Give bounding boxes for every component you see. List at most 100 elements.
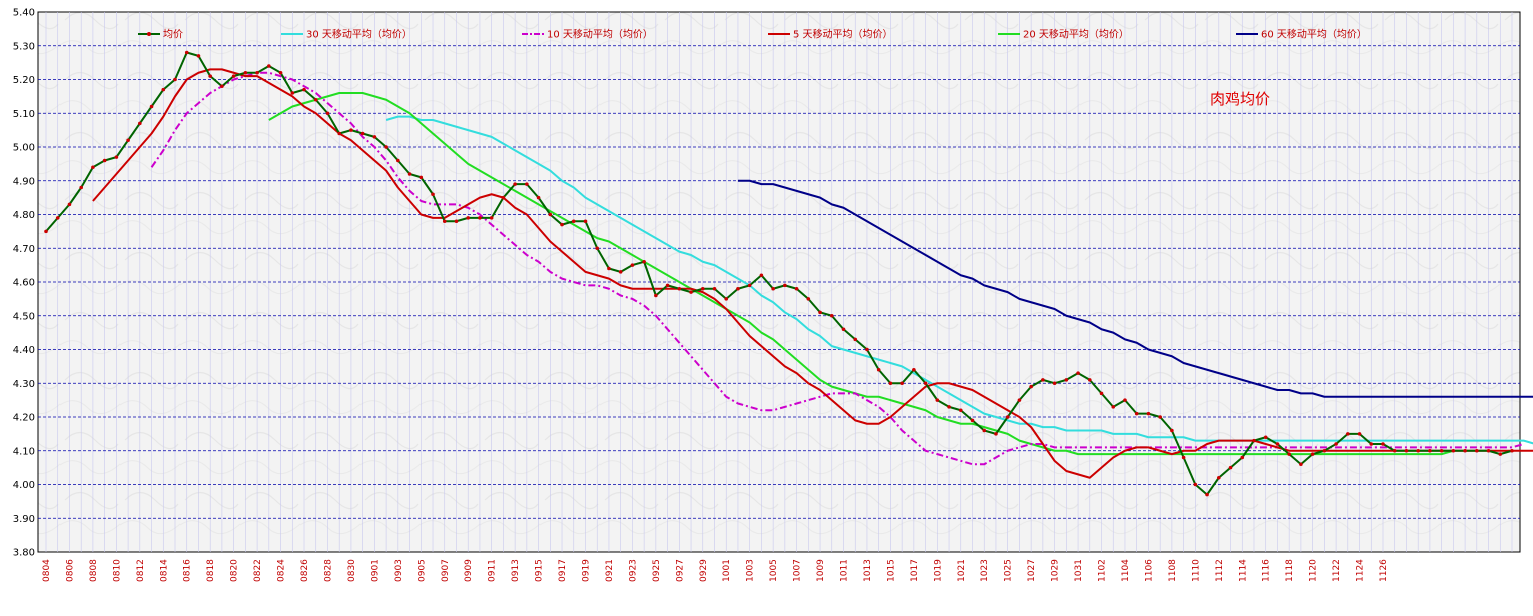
- series-line-2: [150, 71, 1525, 466]
- price-point: [1310, 452, 1315, 456]
- price-point: [1510, 448, 1514, 453]
- price-point: [1322, 448, 1327, 453]
- price-point: [1463, 448, 1467, 453]
- price-point: [1064, 378, 1069, 382]
- x-tick-label: 0921: [605, 559, 615, 582]
- price-point: [571, 219, 576, 224]
- price-point: [372, 135, 377, 139]
- price-point: [712, 286, 717, 291]
- price-point: [1052, 381, 1057, 386]
- price-point: [677, 286, 682, 291]
- price-point: [1439, 448, 1444, 453]
- price-point: [1475, 448, 1479, 453]
- price-point: [1099, 391, 1104, 396]
- x-tick-label: 0927: [675, 559, 685, 582]
- price-point: [454, 219, 459, 224]
- price-point: [44, 229, 48, 234]
- x-tick-label: 0925: [652, 559, 662, 582]
- price-point: [55, 216, 60, 220]
- price-point: [513, 182, 517, 186]
- price-point: [278, 70, 283, 75]
- price-point: [419, 175, 424, 180]
- price-point: [1357, 432, 1362, 436]
- price-point: [1205, 492, 1209, 497]
- price-point: [689, 290, 693, 294]
- x-tick-label: 0812: [136, 559, 146, 582]
- y-tick-label: 4.10: [13, 446, 35, 457]
- price-point: [1087, 378, 1092, 382]
- x-tick-label: 1120: [1309, 559, 1319, 582]
- legend-label: 20 天移动平均（均价）: [1023, 28, 1129, 41]
- x-tick-label: 1025: [1004, 559, 1014, 582]
- x-tick-label: 0810: [112, 559, 122, 582]
- price-point: [618, 270, 623, 274]
- price-point: [771, 286, 775, 291]
- y-tick-label: 5.10: [13, 109, 35, 120]
- x-tick-label: 1122: [1332, 559, 1342, 582]
- price-point: [912, 367, 916, 372]
- price-point: [900, 381, 904, 386]
- x-tick-label: 0917: [558, 559, 568, 582]
- y-axis-ticks: 3.80 3.90 4.00 4.10 4.20 4.30 4.40 4.50 4.60 4.70…: [13, 8, 35, 559]
- x-tick-label: 0901: [370, 559, 380, 582]
- price-point: [91, 165, 95, 170]
- legend-label: 均价: [163, 29, 183, 41]
- x-tick-label: 1021: [957, 559, 967, 582]
- x-tick-label: 1118: [1285, 559, 1295, 582]
- price-point: [829, 313, 834, 318]
- price-point: [607, 266, 611, 271]
- x-tick-label: 1005: [769, 559, 779, 582]
- x-tick-label: 1116: [1262, 559, 1272, 582]
- price-point: [290, 91, 295, 95]
- price-point: [724, 297, 729, 301]
- price-point: [560, 222, 564, 227]
- legend-marker: [147, 32, 151, 36]
- x-tick-label: 1110: [1191, 559, 1201, 582]
- price-point: [1193, 482, 1198, 487]
- price-point: [923, 381, 928, 386]
- price-point: [970, 418, 975, 423]
- price-point: [947, 405, 951, 409]
- price-point: [783, 283, 787, 288]
- price-point: [736, 286, 740, 291]
- x-tick-label: 1106: [1144, 559, 1154, 582]
- y-tick-label: 4.00: [13, 480, 35, 491]
- y-tick-label: 3.80: [13, 548, 35, 559]
- price-point: [1287, 452, 1291, 456]
- price-point: [208, 74, 212, 78]
- price-point: [478, 216, 482, 220]
- series-line-4: [268, 92, 1454, 456]
- price-point: [138, 121, 142, 126]
- price-point: [865, 347, 869, 352]
- x-tick-label: 0826: [300, 559, 310, 582]
- legend: 均价 30 天移动平均（均价） 10 天移动平均（均价） 5 天移动平均（均价） 20 …: [138, 28, 1367, 41]
- price-point: [994, 432, 998, 436]
- x-tick-label: 0824: [277, 559, 287, 582]
- x-tick-label: 0804: [42, 559, 52, 582]
- x-tick-label: 0905: [417, 559, 427, 582]
- price-point: [267, 64, 271, 68]
- price-point: [102, 158, 107, 163]
- y-tick-label: 5.40: [13, 8, 35, 19]
- price-point: [325, 111, 330, 116]
- x-tick-label: 0816: [183, 559, 193, 582]
- price-point: [747, 283, 752, 288]
- y-tick-label: 4.40: [13, 345, 35, 356]
- price-point: [1299, 462, 1303, 467]
- price-point: [1123, 398, 1127, 402]
- x-axis-ticks: 0804 0806 0808 0810 0812 0814 0816 0818 0820 0822…: [42, 559, 1389, 582]
- series-layer: [44, 50, 1533, 497]
- price-point: [161, 87, 166, 92]
- y-tick-label: 5.30: [13, 41, 35, 52]
- price-point: [888, 381, 893, 386]
- x-tick-label: 0915: [535, 559, 545, 582]
- x-tick-label: 1126: [1379, 559, 1389, 582]
- x-tick-label: 0913: [511, 559, 521, 582]
- legend-label: 10 天移动平均（均价）: [547, 28, 653, 41]
- price-point: [876, 367, 881, 372]
- price-point: [794, 286, 799, 291]
- price-point: [1240, 455, 1245, 460]
- price-point: [1275, 442, 1280, 446]
- x-tick-label: 0907: [441, 559, 451, 582]
